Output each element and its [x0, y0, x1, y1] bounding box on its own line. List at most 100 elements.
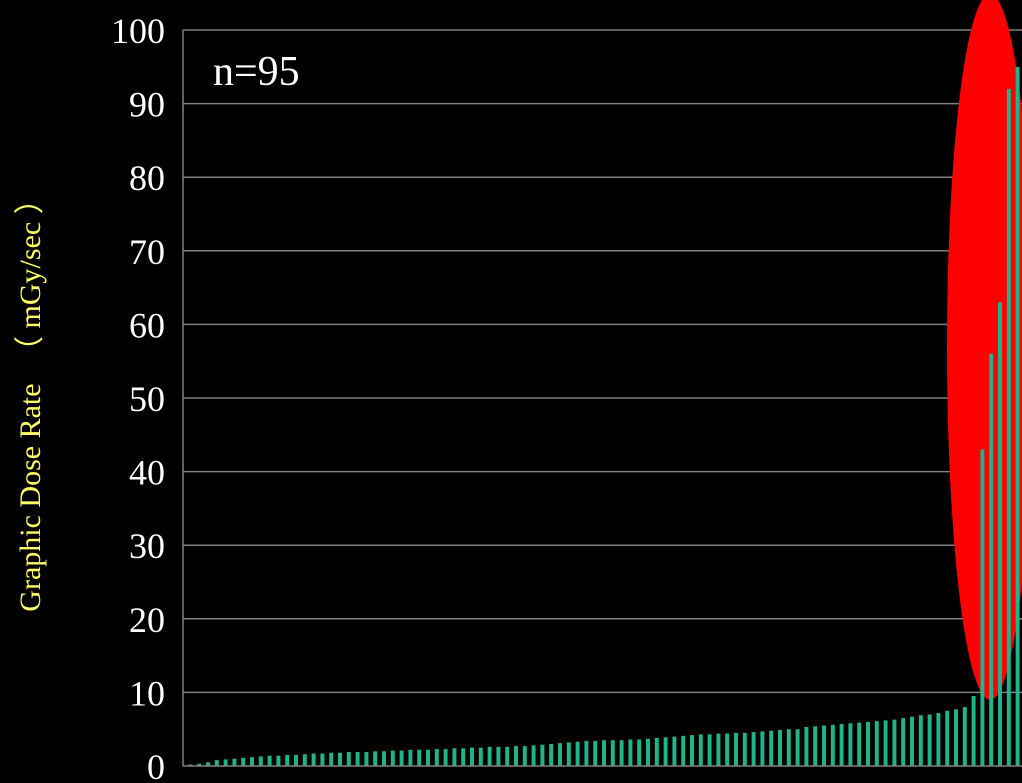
bar-49 — [610, 740, 615, 766]
y-tick-labels: 0 10 20 30 40 50 60 70 80 90 100 — [111, 11, 165, 783]
bar-66 — [760, 731, 765, 766]
bar-95 — [1015, 66, 1020, 767]
bar-54 — [654, 738, 659, 766]
ylabel-quantity: Graphic Dose Rate — [14, 383, 47, 611]
bar-63 — [734, 732, 738, 766]
bar-73 — [822, 725, 826, 766]
bar-83 — [910, 716, 914, 766]
bar-82 — [901, 718, 906, 766]
bar-67 — [769, 730, 774, 766]
bar-78 — [866, 721, 870, 766]
bar-33 — [470, 747, 474, 766]
bar-64 — [742, 732, 747, 766]
bar-61 — [716, 733, 721, 766]
bar-10 — [267, 755, 272, 766]
bar-22 — [373, 751, 378, 766]
bar-55 — [663, 737, 668, 766]
bar-44 — [566, 742, 571, 766]
bar-77 — [857, 722, 862, 766]
bar-84 — [918, 715, 923, 766]
bar-15 — [311, 753, 316, 766]
bar-7 — [241, 757, 246, 766]
bar-70 — [795, 729, 800, 766]
bar-41 — [540, 744, 545, 766]
y-tick-label: 60 — [129, 305, 165, 345]
bar-2 — [197, 763, 202, 766]
bar-94 — [1006, 88, 1011, 766]
bar-35 — [487, 746, 492, 766]
bar-3 — [206, 762, 210, 766]
bar-52 — [637, 739, 642, 766]
bar-42 — [549, 743, 554, 766]
bar-74 — [830, 724, 835, 766]
y-tick-label: 40 — [129, 453, 165, 493]
bar-30 — [443, 749, 448, 766]
bar-14 — [302, 754, 307, 766]
ylabel: Graphic Dose Rate （ mGy/sec ） — [14, 184, 47, 611]
bar-19 — [346, 752, 351, 766]
bar-39 — [522, 746, 527, 766]
bar-79 — [874, 721, 879, 766]
bar-86 — [936, 713, 941, 766]
y-tick-label: 90 — [129, 85, 165, 125]
bar-72 — [813, 726, 818, 766]
grid-lines — [183, 29, 1022, 694]
bar-46 — [584, 740, 589, 766]
bar-29 — [434, 749, 439, 766]
bar-45 — [575, 741, 580, 766]
bar-51 — [628, 739, 633, 766]
y-tick-label: 100 — [111, 11, 165, 51]
bar-20 — [355, 752, 360, 766]
y-tick-label: 0 — [147, 747, 165, 783]
bar-8 — [250, 757, 254, 766]
y-tick-label: 30 — [129, 526, 165, 566]
bar-75 — [839, 724, 844, 766]
y-tick-label: 50 — [129, 379, 165, 419]
bar-65 — [751, 732, 756, 766]
bar-76 — [848, 723, 853, 766]
bar-93 — [998, 302, 1002, 766]
bar-62 — [725, 733, 730, 766]
bar-12 — [285, 754, 290, 766]
bar-4 — [214, 760, 219, 766]
bar-32 — [461, 748, 466, 766]
bar-89 — [962, 707, 967, 766]
bar-88 — [954, 709, 958, 766]
bar-series-foreground — [971, 66, 1020, 767]
bar-43 — [558, 743, 562, 766]
bar-series — [188, 707, 967, 766]
bar-13 — [294, 754, 298, 766]
bar-87 — [945, 710, 950, 766]
bar-50 — [619, 740, 624, 766]
bar-36 — [496, 746, 501, 766]
bar-59 — [698, 734, 703, 766]
bar-17 — [329, 752, 334, 766]
bar-81 — [892, 719, 897, 766]
bar-27 — [417, 749, 422, 766]
bar-11 — [276, 755, 281, 766]
bar-38 — [514, 746, 518, 766]
bar-18 — [338, 752, 342, 766]
bar-40 — [531, 745, 536, 766]
y-tick-label: 20 — [129, 600, 165, 640]
y-tick-label: 70 — [129, 232, 165, 272]
bar-53 — [646, 738, 650, 766]
bar-60 — [707, 734, 712, 766]
bar-26 — [408, 749, 413, 766]
bar-68 — [778, 729, 782, 766]
ylabel-unit: （ mGy/sec ） — [14, 184, 47, 366]
bar-80 — [883, 720, 888, 766]
bar-91 — [980, 449, 985, 766]
bar-85 — [927, 714, 932, 766]
bar-16 — [320, 753, 325, 766]
bar-56 — [672, 736, 677, 766]
bar-28 — [426, 749, 430, 766]
highlight-ellipse — [947, 0, 1022, 700]
bar-23 — [382, 751, 386, 766]
y-tick-label: 80 — [129, 158, 165, 198]
bar-9 — [258, 756, 263, 766]
bar-69 — [786, 729, 791, 766]
bar-34 — [478, 747, 483, 766]
sample-size-annotation: n=95 — [213, 49, 300, 95]
